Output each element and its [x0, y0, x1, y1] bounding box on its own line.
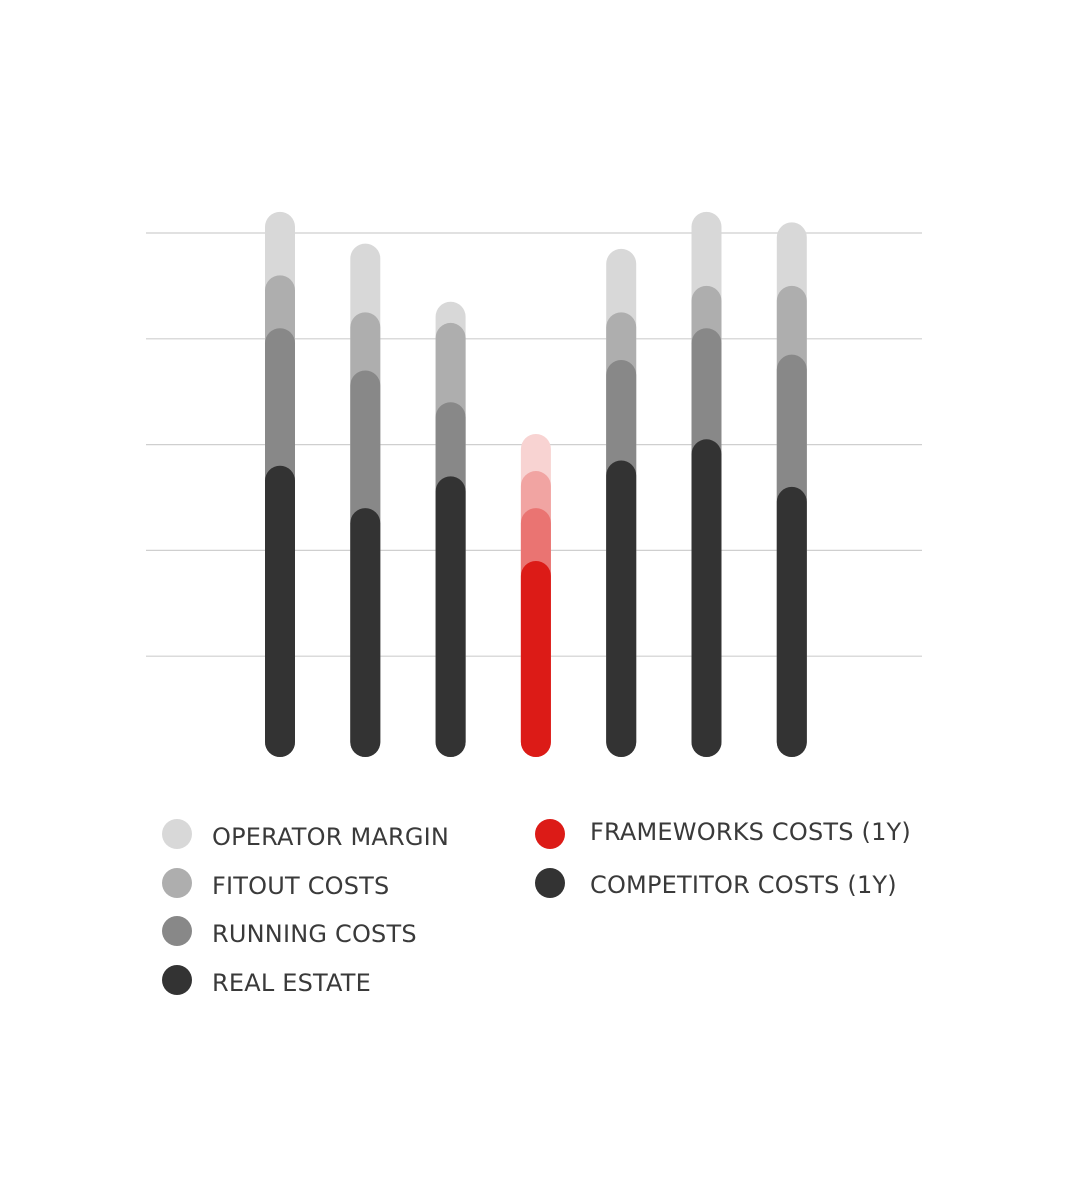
legend-swatch-fitout-costs: [162, 868, 192, 898]
legend-swatch-competitor-costs: [535, 868, 565, 898]
bar-3-segment-real-estate: [435, 476, 466, 757]
legend-swatch-real-estate: [162, 965, 192, 995]
legend: OPERATOR MARGIN FITOUT COSTS RUNNING COS…: [162, 818, 911, 997]
bar-6[interactable]: [691, 211, 722, 758]
bar-1-segment-real-estate: [265, 465, 295, 757]
bar-4-segment-real-estate: [520, 560, 551, 757]
bar-3[interactable]: [435, 301, 466, 757]
bar-4[interactable]: [520, 434, 551, 757]
legend-item-fitout-costs[interactable]: FITOUT COSTS: [162, 868, 389, 900]
bar-7[interactable]: [776, 222, 807, 758]
legend-swatch-operator-margin: [162, 819, 192, 849]
legend-item-real-estate[interactable]: REAL ESTATE: [162, 965, 371, 997]
legend-swatch-running-costs: [162, 916, 192, 946]
legend-item-competitor-costs[interactable]: COMPETITOR COSTS (1Y): [535, 868, 897, 899]
bar-5[interactable]: [606, 248, 637, 757]
legend-item-running-costs[interactable]: RUNNING COSTS: [162, 916, 417, 948]
bar-1[interactable]: [265, 211, 295, 758]
bar-2[interactable]: [350, 243, 381, 757]
legend-label-real-estate: REAL ESTATE: [212, 969, 371, 997]
bar-6-segment-real-estate: [691, 439, 722, 757]
legend-label-fitout-costs: FITOUT COSTS: [212, 872, 389, 900]
legend-item-operator-margin[interactable]: OPERATOR MARGIN: [162, 819, 449, 851]
legend-swatch-frameworks-costs: [535, 819, 565, 849]
bar-group: [265, 211, 807, 758]
legend-label-operator-margin: OPERATOR MARGIN: [212, 823, 449, 851]
legend-item-frameworks-costs[interactable]: FRAMEWORKS COSTS (1Y): [535, 818, 911, 849]
legend-label-competitor-costs: COMPETITOR COSTS (1Y): [590, 871, 897, 899]
bar-7-segment-real-estate: [776, 486, 807, 757]
legend-label-frameworks-costs: FRAMEWORKS COSTS (1Y): [590, 818, 911, 846]
legend-label-running-costs: RUNNING COSTS: [212, 920, 417, 948]
bar-5-segment-real-estate: [606, 460, 637, 757]
bar-2-segment-real-estate: [350, 508, 381, 757]
